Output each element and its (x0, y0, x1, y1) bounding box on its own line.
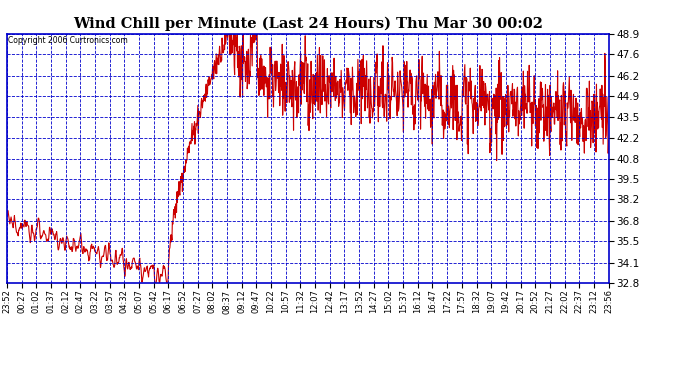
Title: Wind Chill per Minute (Last 24 Hours) Thu Mar 30 00:02: Wind Chill per Minute (Last 24 Hours) Th… (72, 17, 543, 31)
Text: Copyright 2006 Curtronics.com: Copyright 2006 Curtronics.com (8, 36, 128, 45)
